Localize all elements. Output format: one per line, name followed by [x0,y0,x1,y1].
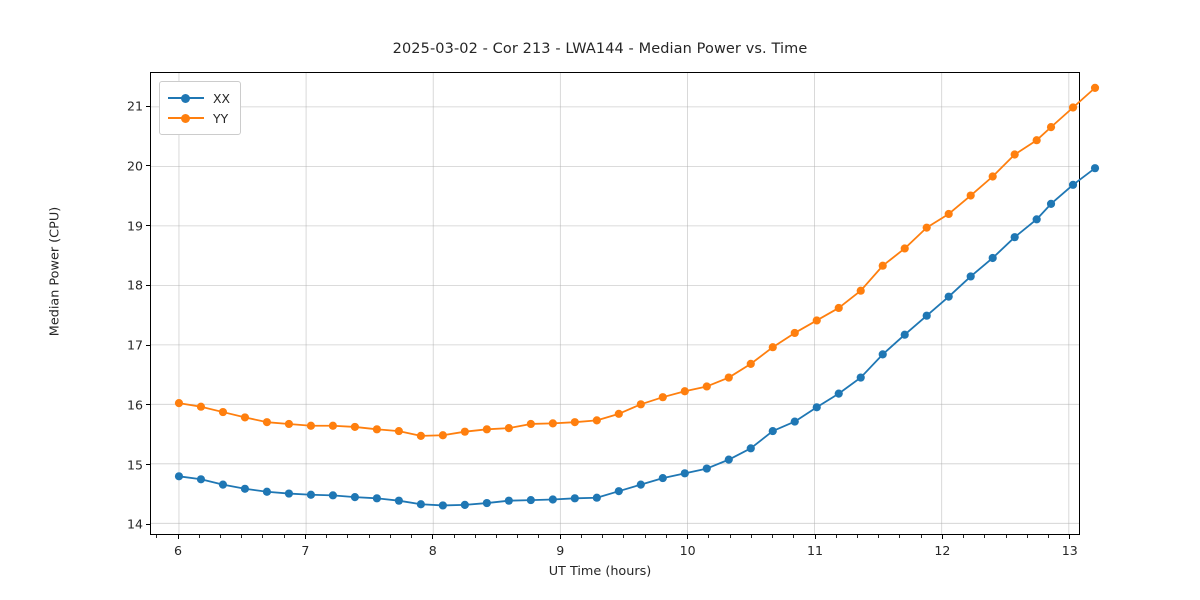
x-tick-label: 13 [1061,543,1078,558]
legend-label-yy: YY [213,110,229,126]
x-minor-tick-mark [941,535,943,538]
x-minor-tick-mark [368,535,370,538]
chart-title: 2025-03-02 - Cor 213 - LWA144 - Median P… [392,41,808,57]
y-axis-label: Median Power (CPU) [47,206,63,337]
x-minor-tick-mark [347,535,349,538]
x-axis-label: UT Time (hours) [548,564,652,579]
legend-label-xx: XX [213,90,230,106]
x-minor-tick-mark [177,535,179,538]
x-tick-label: 8 [428,543,437,558]
y-tick-mark [146,523,150,525]
y-tick-mark [146,105,150,107]
x-tick-label: 6 [174,543,183,558]
x-minor-tick-mark [793,535,795,538]
x-minor-tick-mark [602,535,604,538]
x-minor-tick-mark [283,535,285,538]
x-tick-label: 7 [301,543,310,558]
legend-item-xx[interactable]: XX [168,88,230,108]
x-minor-tick-mark [899,535,901,538]
x-minor-tick-mark [219,535,221,538]
x-minor-tick-mark [623,535,625,538]
x-tick-label: 9 [556,543,565,558]
x-minor-tick-mark [1005,535,1007,538]
x-minor-tick-mark [389,535,391,538]
x-minor-tick-mark [496,535,498,538]
legend-swatch-yy [168,112,204,124]
x-minor-tick-mark [920,535,922,538]
series-xx [174,164,1100,510]
x-minor-tick-mark [580,535,582,538]
x-minor-tick-mark [1048,535,1050,538]
x-minor-tick-mark [729,535,731,538]
x-tick-label: 12 [934,543,951,558]
x-minor-tick-mark [198,535,200,538]
y-tick-label: 17 [126,337,143,353]
y-tick-label: 14 [126,516,143,532]
y-tick-mark [146,225,150,227]
y-tick-label: 19 [126,218,143,234]
x-minor-tick-mark [750,535,752,538]
x-minor-tick-mark [963,535,965,538]
legend: XX YY [159,81,241,135]
x-minor-tick-mark [878,535,880,538]
y-tick-mark [146,464,150,465]
x-minor-tick-mark [538,535,540,538]
y-tick-label: 16 [126,397,143,413]
x-minor-tick-mark [644,535,646,538]
x-minor-tick-mark [304,535,306,538]
plot-area [150,72,1100,535]
data-series-layer [174,83,1100,510]
x-minor-tick-mark [1069,535,1071,538]
x-minor-tick-mark [432,535,434,538]
y-tick-mark [146,284,150,286]
x-minor-tick-mark [687,535,689,538]
x-minor-tick-mark [772,535,774,538]
x-minor-tick-mark [517,535,519,538]
x-minor-tick-mark [326,535,328,538]
x-minor-tick-mark [1026,535,1028,538]
y-tick-label: 18 [126,277,143,293]
x-minor-tick-mark [262,535,264,538]
x-minor-tick-mark [411,535,413,538]
y-tick-mark [146,165,150,167]
x-minor-tick-mark [474,535,476,538]
legend-item-yy[interactable]: YY [168,108,230,128]
x-minor-tick-mark [559,535,561,538]
y-tick-label: 15 [126,457,143,472]
y-tick-label: 20 [126,158,143,174]
x-tick-label: 11 [806,543,824,558]
series-yy [174,83,1100,440]
x-minor-tick-mark [856,535,858,538]
y-tick-label: 21 [126,98,143,114]
legend-swatch-xx [168,92,204,104]
x-minor-tick-mark [835,535,837,538]
x-tick-label: 10 [679,543,696,558]
y-tick-mark [146,404,150,406]
y-tick-mark [146,344,150,346]
x-minor-tick-mark [241,535,243,538]
x-minor-tick-mark [453,535,455,538]
x-minor-tick-mark [984,535,986,538]
x-minor-tick-mark [156,535,158,538]
x-minor-tick-mark [665,535,667,538]
x-minor-tick-mark [814,535,816,538]
x-minor-tick-mark [708,535,710,538]
